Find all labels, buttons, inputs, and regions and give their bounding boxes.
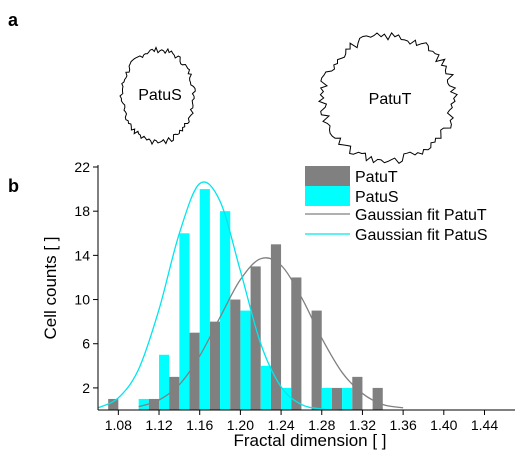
legend-swatch — [305, 186, 350, 206]
bar — [220, 211, 231, 410]
x-tick-label: 1.36 — [389, 417, 416, 433]
cell-label: PatuT — [369, 91, 412, 108]
bar — [108, 398, 119, 410]
bar — [321, 387, 332, 410]
legend-label: Gaussian fit PatuT — [355, 207, 487, 224]
bar — [209, 321, 221, 410]
bar — [331, 387, 343, 410]
bar — [372, 387, 383, 410]
x-tick-label: 1.28 — [308, 417, 335, 433]
y-tick-label: 2 — [82, 380, 90, 396]
bar — [281, 387, 292, 410]
bar — [189, 332, 200, 410]
bar — [311, 310, 322, 410]
bar — [230, 299, 241, 410]
bar — [260, 365, 271, 410]
bar — [291, 277, 302, 410]
x-tick-label: 1.24 — [267, 417, 294, 433]
y-tick-label: 22 — [74, 159, 90, 175]
y-tick-label: 18 — [74, 203, 90, 219]
bar — [240, 310, 251, 410]
y-axis-label: Cell counts [ ] — [41, 237, 60, 340]
x-tick-label: 1.08 — [105, 417, 132, 433]
panel-label: a — [8, 10, 19, 30]
x-tick-label: 1.40 — [430, 417, 457, 433]
x-tick-label: 1.44 — [471, 417, 498, 433]
bar — [138, 398, 149, 410]
fit-curve — [97, 181, 343, 411]
y-tick-label: 6 — [82, 336, 90, 352]
legend-label: PatuT — [355, 169, 398, 186]
bar — [148, 398, 160, 410]
legend-swatch — [305, 166, 350, 186]
cell-outline — [317, 32, 458, 164]
y-tick-label: 14 — [74, 247, 90, 263]
cell-label: PatuS — [138, 87, 182, 104]
bar — [352, 376, 363, 410]
x-tick-label: 1.12 — [145, 417, 172, 433]
bar — [270, 244, 282, 410]
legend-label: PatuS — [355, 189, 399, 206]
cell-outline — [119, 46, 196, 146]
x-axis-label: Fractal dimension [ ] — [233, 431, 386, 450]
bar — [159, 354, 170, 410]
bar — [342, 387, 353, 410]
x-tick-label: 1.16 — [186, 417, 213, 433]
x-tick-label: 1.20 — [227, 417, 254, 433]
panel-label: b — [8, 176, 19, 196]
fit-curve — [138, 257, 404, 409]
bar — [199, 189, 210, 410]
bar — [169, 376, 180, 410]
bar — [250, 266, 261, 410]
legend-label: Gaussian fit PatuS — [355, 227, 488, 244]
x-tick-label: 1.32 — [349, 417, 376, 433]
bar — [179, 233, 190, 410]
y-tick-label: 10 — [74, 292, 90, 308]
